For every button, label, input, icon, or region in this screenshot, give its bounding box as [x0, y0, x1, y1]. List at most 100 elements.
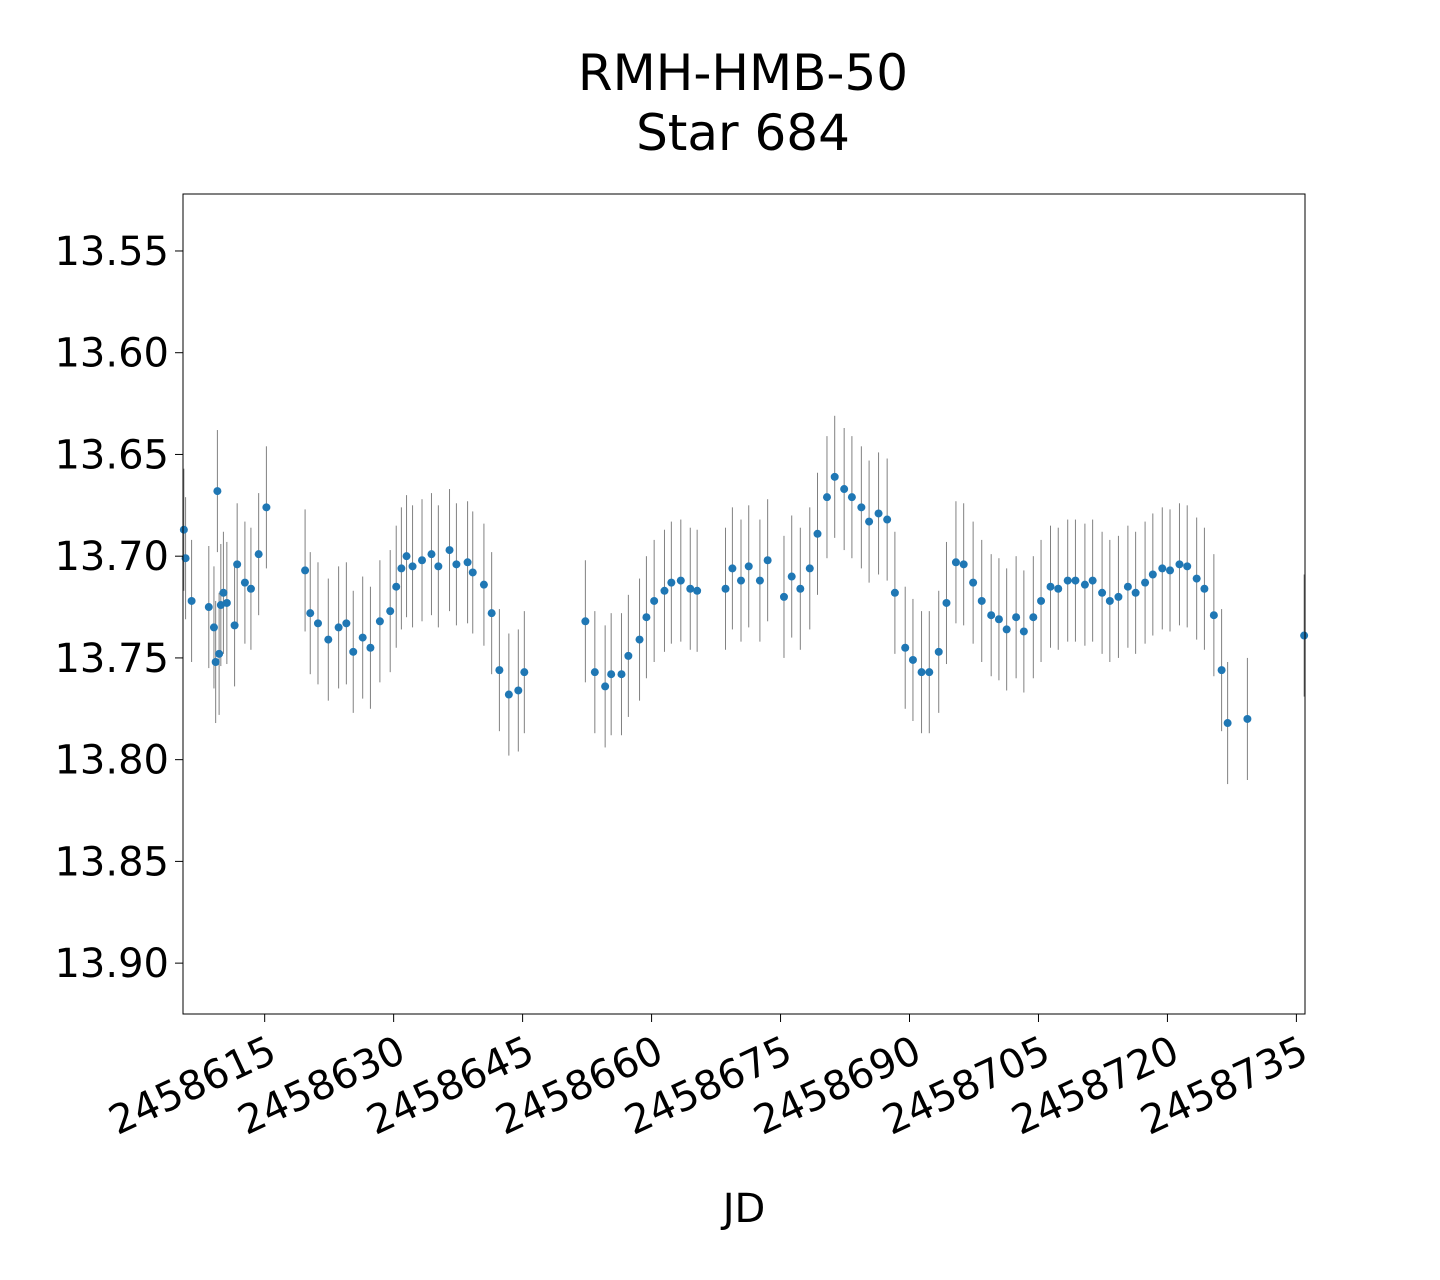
- data-point: [959, 560, 968, 569]
- plot-frame: [182, 193, 1306, 1015]
- data-point: [313, 619, 322, 628]
- data-point: [779, 592, 788, 601]
- data-point: [805, 564, 814, 573]
- data-point: [1037, 596, 1046, 605]
- x-axis-label: JD: [720, 1186, 766, 1232]
- data-point: [796, 584, 805, 593]
- data-point: [857, 503, 866, 512]
- data-point: [901, 643, 910, 652]
- data-point: [787, 572, 796, 581]
- data-point: [1029, 613, 1038, 622]
- data-point: [676, 576, 685, 585]
- data-point: [581, 617, 590, 626]
- data-point: [1105, 596, 1114, 605]
- data-point: [693, 586, 702, 595]
- data-point: [209, 623, 218, 632]
- data-point: [650, 596, 659, 605]
- y-axis: 13.55 13.60 13.65 13.70 13.75 13.80 13.85 13.90: [54, 229, 183, 987]
- data-point: [479, 580, 488, 589]
- data-point-layer: [179, 472, 1309, 728]
- data-point: [840, 485, 849, 494]
- data-point: [246, 584, 255, 593]
- data-point: [865, 517, 874, 526]
- data-point: [468, 568, 477, 577]
- data-point: [514, 686, 523, 695]
- data-point: [181, 554, 190, 563]
- data-point: [607, 670, 616, 679]
- data-point: [1080, 580, 1089, 589]
- data-point: [1158, 564, 1167, 573]
- data-point: [216, 601, 225, 610]
- data-point: [1175, 560, 1184, 569]
- data-point: [1200, 584, 1209, 593]
- data-point: [728, 564, 737, 573]
- data-point: [179, 525, 188, 534]
- y-tick-label: 13.80: [54, 738, 169, 784]
- data-point: [925, 668, 934, 677]
- data-point: [427, 550, 436, 559]
- data-point: [686, 584, 695, 593]
- y-tick-label: 13.65: [54, 432, 169, 478]
- data-point: [951, 558, 960, 567]
- data-point: [215, 649, 224, 658]
- data-point: [408, 562, 417, 571]
- data-point: [590, 668, 599, 677]
- y-tick-label: 13.55: [54, 229, 169, 275]
- data-point: [667, 578, 676, 587]
- data-point: [1019, 627, 1028, 636]
- data-point: [434, 562, 443, 571]
- data-point: [1183, 562, 1192, 571]
- data-point: [366, 643, 375, 652]
- data-point: [601, 682, 610, 691]
- data-point: [883, 515, 892, 524]
- data-point: [874, 509, 883, 518]
- data-point: [375, 617, 384, 626]
- data-point: [233, 560, 242, 569]
- y-tick-label: 13.90: [54, 941, 169, 987]
- data-point: [987, 611, 996, 620]
- data-point: [830, 472, 839, 481]
- data-point: [402, 552, 411, 561]
- y-tick-label: 13.70: [54, 534, 169, 580]
- data-point: [342, 619, 351, 628]
- data-point: [822, 493, 831, 502]
- y-tick-label: 13.75: [54, 636, 169, 682]
- data-point: [617, 670, 626, 679]
- data-point: [230, 621, 239, 630]
- data-point: [1046, 582, 1055, 591]
- data-point: [254, 550, 263, 559]
- data-point: [635, 635, 644, 644]
- y-tick-label: 13.60: [54, 331, 169, 377]
- errorbar-layer: [183, 415, 1305, 785]
- data-point: [324, 635, 333, 644]
- data-point: [1114, 592, 1123, 601]
- data-point: [1012, 613, 1021, 622]
- data-point: [358, 633, 367, 642]
- chart-title-line-1: RMH-HMB-50: [578, 44, 908, 102]
- data-point: [721, 584, 730, 593]
- data-point: [301, 566, 310, 575]
- data-point: [392, 582, 401, 591]
- data-point: [349, 647, 358, 656]
- data-point: [755, 576, 764, 585]
- data-point: [520, 668, 529, 677]
- data-point: [1131, 588, 1140, 597]
- data-point: [495, 666, 504, 675]
- data-point: [1098, 588, 1107, 597]
- data-point: [1054, 584, 1063, 593]
- data-point: [187, 596, 196, 605]
- data-point: [890, 588, 899, 597]
- data-point: [642, 613, 651, 622]
- data-point: [213, 487, 222, 496]
- data-point: [334, 623, 343, 632]
- data-point: [624, 651, 633, 660]
- data-point: [397, 564, 406, 573]
- data-point: [969, 578, 978, 587]
- data-point: [660, 586, 669, 595]
- data-point: [847, 493, 856, 502]
- data-point: [1123, 582, 1132, 591]
- data-point: [1063, 576, 1072, 585]
- data-point: [452, 560, 461, 569]
